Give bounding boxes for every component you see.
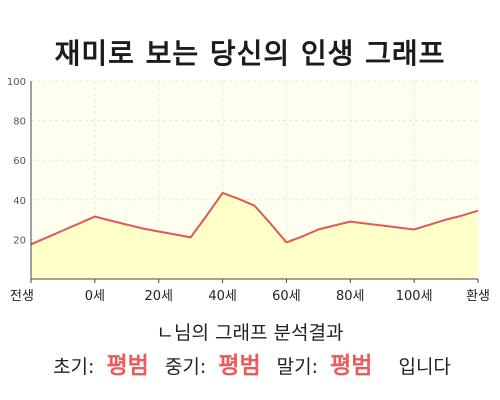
period-early-label: 초기:	[53, 356, 95, 378]
series-area-fill	[31, 192, 478, 279]
analysis-result: 초기: 평범 중기: 평범 말기: 평범 입니다	[0, 346, 500, 380]
analysis-ending: 입니다	[398, 356, 451, 378]
x-tick-0: 전생	[10, 289, 34, 304]
x-tick-7: 환생	[466, 289, 490, 304]
period-early: 초기: 평범	[49, 353, 161, 379]
period-late: 말기: 평범	[273, 353, 385, 379]
x-tick-2: 20세	[144, 289, 173, 304]
x-tick-1: 0세	[85, 289, 105, 304]
y-tick-20: 20	[13, 235, 26, 246]
chart-title: 재미로 보는 당신의 인생 그래프	[54, 37, 446, 70]
analysis-header: ㄴ님의 그래프 분석결과	[156, 322, 344, 344]
x-tick-6: 100세	[396, 289, 433, 304]
x-tick-3: 40세	[208, 289, 237, 304]
period-late-label: 말기:	[276, 356, 319, 378]
y-tick-100: 100	[7, 77, 26, 88]
y-tick-80: 80	[13, 117, 26, 128]
x-tick-5: 80세	[336, 289, 365, 304]
area-layer	[30, 191, 479, 279]
period-middle-value: 평범	[218, 353, 261, 379]
y-tick-labels: 20 40 60 80 100	[7, 77, 26, 246]
axes	[30, 81, 479, 283]
period-middle: 중기: 평범	[161, 353, 273, 379]
x-tick-labels: 전생 0세 20세 40세 60세 80세 100세 환생	[10, 289, 490, 304]
y-tick-60: 60	[13, 156, 26, 167]
period-middle-label: 중기:	[164, 356, 207, 378]
series-line	[30, 191, 479, 246]
period-late-value: 평범	[330, 353, 373, 379]
period-early-value: 평범	[106, 353, 149, 379]
y-tick-40: 40	[13, 196, 26, 207]
x-tick-4: 60세	[272, 289, 301, 304]
